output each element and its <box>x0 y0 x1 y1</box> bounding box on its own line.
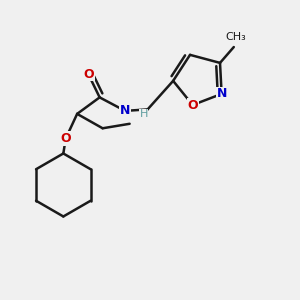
Text: N: N <box>120 104 130 117</box>
Text: O: O <box>84 68 94 81</box>
Text: O: O <box>188 98 198 112</box>
Text: N: N <box>217 87 227 101</box>
Text: H: H <box>140 110 148 119</box>
Text: O: O <box>60 132 71 145</box>
Text: CH₃: CH₃ <box>225 32 246 42</box>
